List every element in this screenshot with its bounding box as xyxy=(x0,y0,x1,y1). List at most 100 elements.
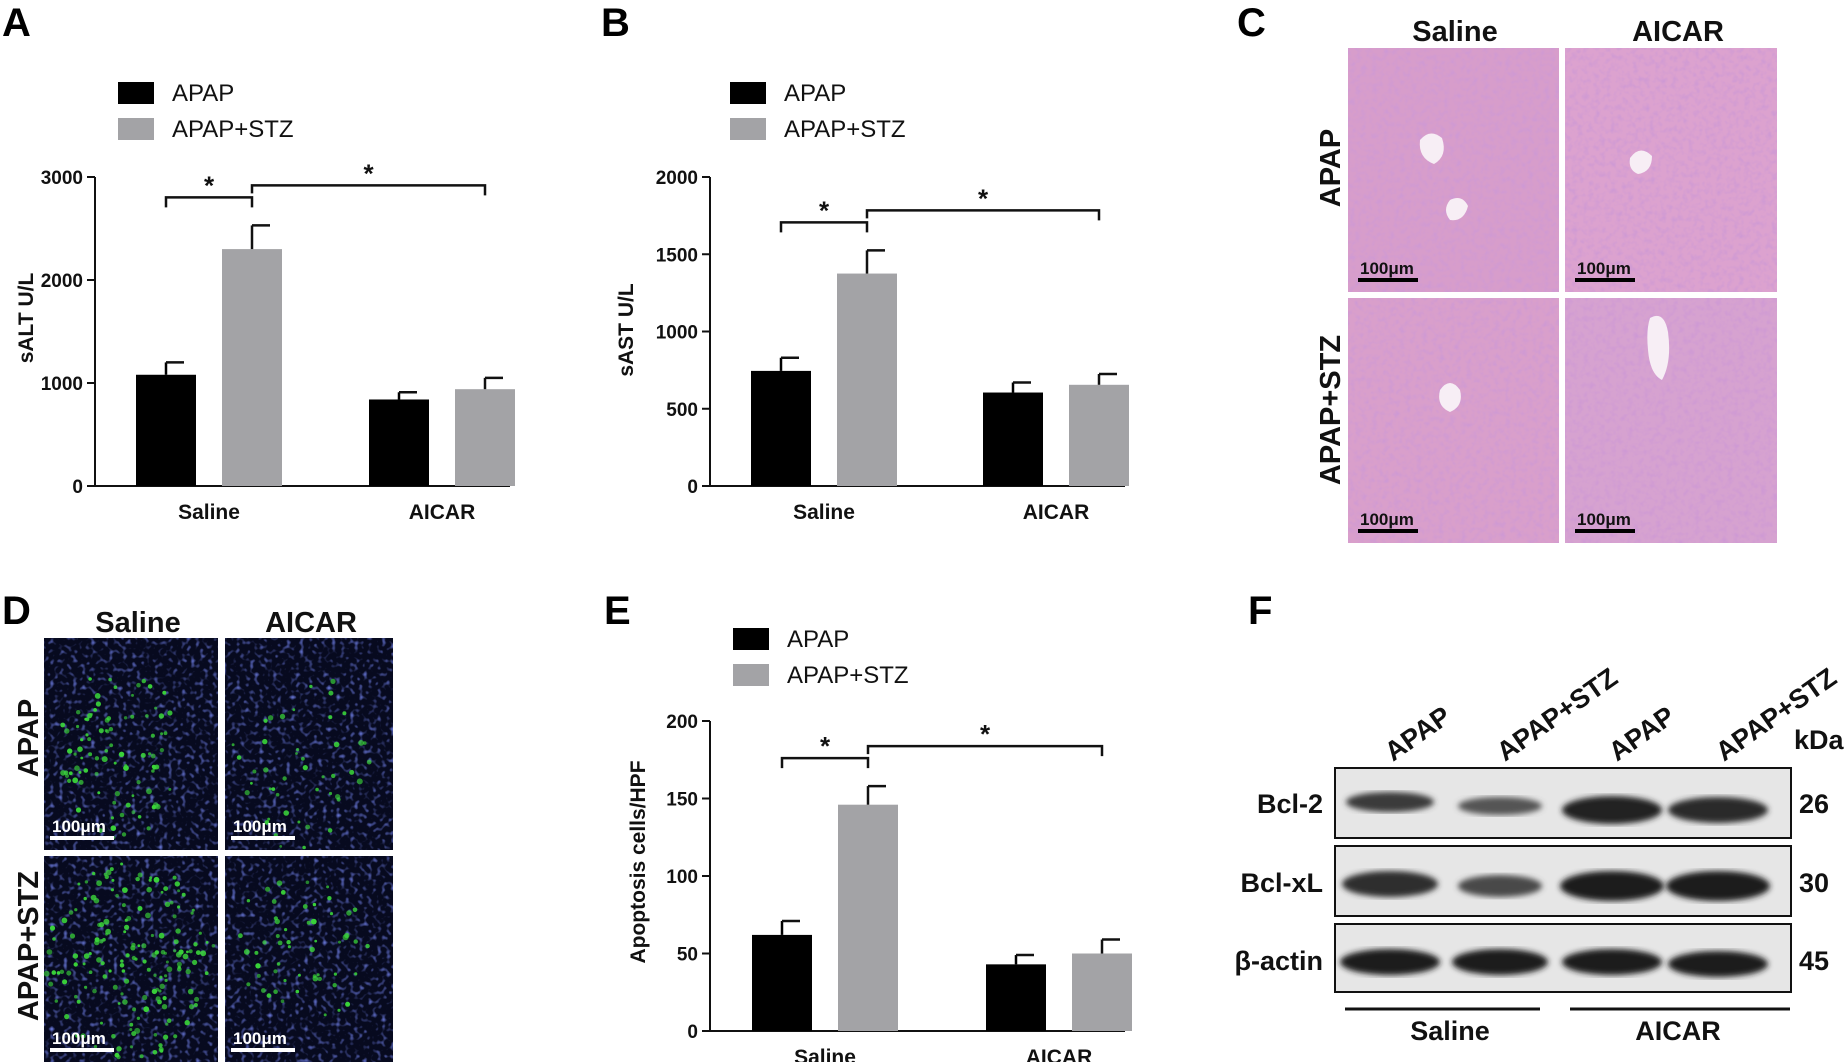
fl-image-apap-stz-saline: 100μm xyxy=(43,856,218,1062)
chart-a-legend-swatch-0 xyxy=(118,82,154,104)
fl-scale-1: 100μm xyxy=(52,817,106,836)
chart-e-ylabel: Apoptosis cells/HPF xyxy=(627,760,650,963)
chart-b-ytick-label-3: 1500 xyxy=(656,245,698,266)
wb-kda-bcl2: 26 xyxy=(1799,789,1829,819)
fl-scale-3: 100μm xyxy=(52,1029,106,1048)
chart-a-category-saline: Saline xyxy=(178,501,240,524)
wb-row-bcl2: Bcl-2 26 xyxy=(1257,767,1829,839)
wb-kda-unit: kDa xyxy=(1794,725,1845,755)
fl-image-aicar-saline: 100μm xyxy=(225,638,393,850)
chart-b-legend-label-0: APAP xyxy=(784,80,846,107)
he-image-aicar-apap-stz: 100μm xyxy=(1565,298,1777,543)
chart-b-sig-star-1: * xyxy=(978,183,989,213)
chart-e-sig-bracket-1 xyxy=(866,744,1104,757)
chart-e-ytick-label-0: 0 xyxy=(687,1022,698,1043)
chart-e-legend-swatch-1 xyxy=(733,664,769,686)
panel-label-e: E xyxy=(604,589,631,633)
chart-e-ytick-label-2: 100 xyxy=(666,867,698,888)
chart-e-ytick-label-1: 50 xyxy=(677,945,698,966)
chart-a-ytick-label-0: 0 xyxy=(72,477,83,498)
wb-protein-bactin: β-actin xyxy=(1235,946,1324,976)
tunel-positive-cells-3 xyxy=(238,880,370,1017)
chart-b-legend-swatch-1 xyxy=(730,118,766,140)
panel-c-histology: Saline AICAR APAP APAP+STZ 100μm 100μm 1… xyxy=(1315,16,1777,543)
chart-a-ylabel: sALT U/L xyxy=(15,273,38,364)
wb-kda-bclxl: 30 xyxy=(1799,868,1829,898)
chart-a-sig-star-1: * xyxy=(363,158,374,188)
wb-protein-bclxl: Bcl-xL xyxy=(1240,868,1323,898)
he-image-apap-stz-saline: 100μm xyxy=(1348,298,1559,543)
chart-b-legend-swatch-0 xyxy=(730,82,766,104)
panel-label-b: B xyxy=(601,1,630,45)
he-scale-2: 100μm xyxy=(1577,259,1631,278)
chart-a-category-aicar: AICAR xyxy=(409,501,476,524)
chart-e-ytick-label-4: 200 xyxy=(666,712,698,733)
chart-b-bar-aicar-0 xyxy=(983,392,1043,486)
panel-d-fluorescence: Saline AICAR APAP APAP+STZ 100μm 100μm 1… xyxy=(13,607,393,1062)
chart-a-bar-aicar-0 xyxy=(369,399,429,486)
fl-col-aicar: AICAR xyxy=(265,607,357,639)
chart-e-category-saline: Saline xyxy=(794,1046,856,1062)
he-row-apap: APAP xyxy=(1315,129,1347,207)
fl-image-aicar-apap-stz: 100μm xyxy=(225,856,393,1062)
chart-e-sig-bracket-0 xyxy=(780,756,870,769)
tunel-positive-cells-1 xyxy=(231,678,372,850)
panel-label-c: C xyxy=(1237,1,1266,45)
panel-label-d: D xyxy=(2,589,31,633)
chart-a-sig-star-0: * xyxy=(204,170,215,200)
tunel-positive-cells-2 xyxy=(43,862,216,1060)
wb-kda-bactin: 45 xyxy=(1799,946,1829,976)
chart-a-ytick-label-2: 2000 xyxy=(41,271,83,292)
chart-e-bar-saline-0 xyxy=(752,934,812,1031)
chart-e-bar-aicar-0 xyxy=(986,964,1046,1031)
chart-a-legend-label-1: APAP+STZ xyxy=(172,116,294,143)
fl-col-saline: Saline xyxy=(95,607,180,639)
wb-group-aicar: AICAR xyxy=(1635,1016,1721,1046)
chart-e-ytick-label-3: 150 xyxy=(666,790,698,811)
chart-a-legend-label-0: APAP xyxy=(172,80,234,107)
chart-b-category-saline: Saline xyxy=(793,501,855,524)
wb-protein-bcl2: Bcl-2 xyxy=(1257,789,1323,819)
chart-b-sig-bracket-0 xyxy=(779,221,869,233)
fl-scale-2: 100μm xyxy=(233,817,287,836)
chart-a-sig-bracket-1 xyxy=(250,184,487,196)
chart-e-legend-label-0: APAP xyxy=(787,626,849,653)
wb-group-saline: Saline xyxy=(1410,1016,1490,1046)
chart-b-bar-saline-1 xyxy=(837,273,897,486)
fl-row-apap-stz: APAP+STZ xyxy=(13,871,45,1021)
chart-e-category-aicar: AICAR xyxy=(1026,1046,1093,1062)
fl-scale-4: 100μm xyxy=(233,1029,287,1048)
chart-b-category-aicar: AICAR xyxy=(1023,501,1090,524)
chart-b-ylabel: sAST U/L xyxy=(615,283,638,377)
chart-b: 0 500 1000 1500 2000 sAST U/L APAP APAP+STZ Sali… xyxy=(615,80,1129,524)
chart-e-legend-label-1: APAP+STZ xyxy=(787,662,909,689)
chart-a-sig-bracket-0 xyxy=(164,196,254,208)
chart-b-ytick-label-2: 1000 xyxy=(656,323,698,344)
chart-b-ytick-label-4: 2000 xyxy=(656,168,698,189)
he-image-aicar-saline: 100μm xyxy=(1565,48,1777,292)
wb-lane-3: APAP xyxy=(1603,700,1680,766)
fl-row-apap: APAP xyxy=(13,699,45,777)
he-scale-4: 100μm xyxy=(1577,510,1631,529)
chart-e-legend-swatch-0 xyxy=(733,628,769,650)
wb-lane-1: APAP xyxy=(1379,700,1456,766)
wb-row-bactin: β-actin 45 xyxy=(1235,923,1829,993)
chart-e-bar-saline-1 xyxy=(838,804,898,1031)
he-image-apap-saline: 100μm xyxy=(1348,48,1559,292)
he-row-apap-stz: APAP+STZ xyxy=(1315,335,1347,485)
chart-e-bar-aicar-1 xyxy=(1072,953,1132,1031)
chart-e-sig-star-1: * xyxy=(980,719,991,749)
chart-b-bar-saline-0 xyxy=(751,370,811,486)
he-scale-1: 100μm xyxy=(1360,259,1414,278)
chart-a-ytick-label-3: 3000 xyxy=(41,168,83,189)
chart-a-bar-aicar-1 xyxy=(455,389,515,486)
chart-a-ytick-label-1: 1000 xyxy=(41,374,83,395)
chart-a: 0 1000 2000 3000 sALT U/L APAP APAP+STZ Saline A… xyxy=(15,80,515,524)
chart-a-bar-saline-1 xyxy=(222,249,282,486)
panel-label-f: F xyxy=(1248,589,1272,633)
panel-f-western-blot: APAP APAP+STZ APAP APAP+STZ kDa Bcl-2 26… xyxy=(1235,662,1845,1046)
fl-image-apap-saline: 100μm xyxy=(44,638,218,850)
chart-a-bar-saline-0 xyxy=(136,374,196,486)
chart-a-legend-swatch-1 xyxy=(118,118,154,140)
